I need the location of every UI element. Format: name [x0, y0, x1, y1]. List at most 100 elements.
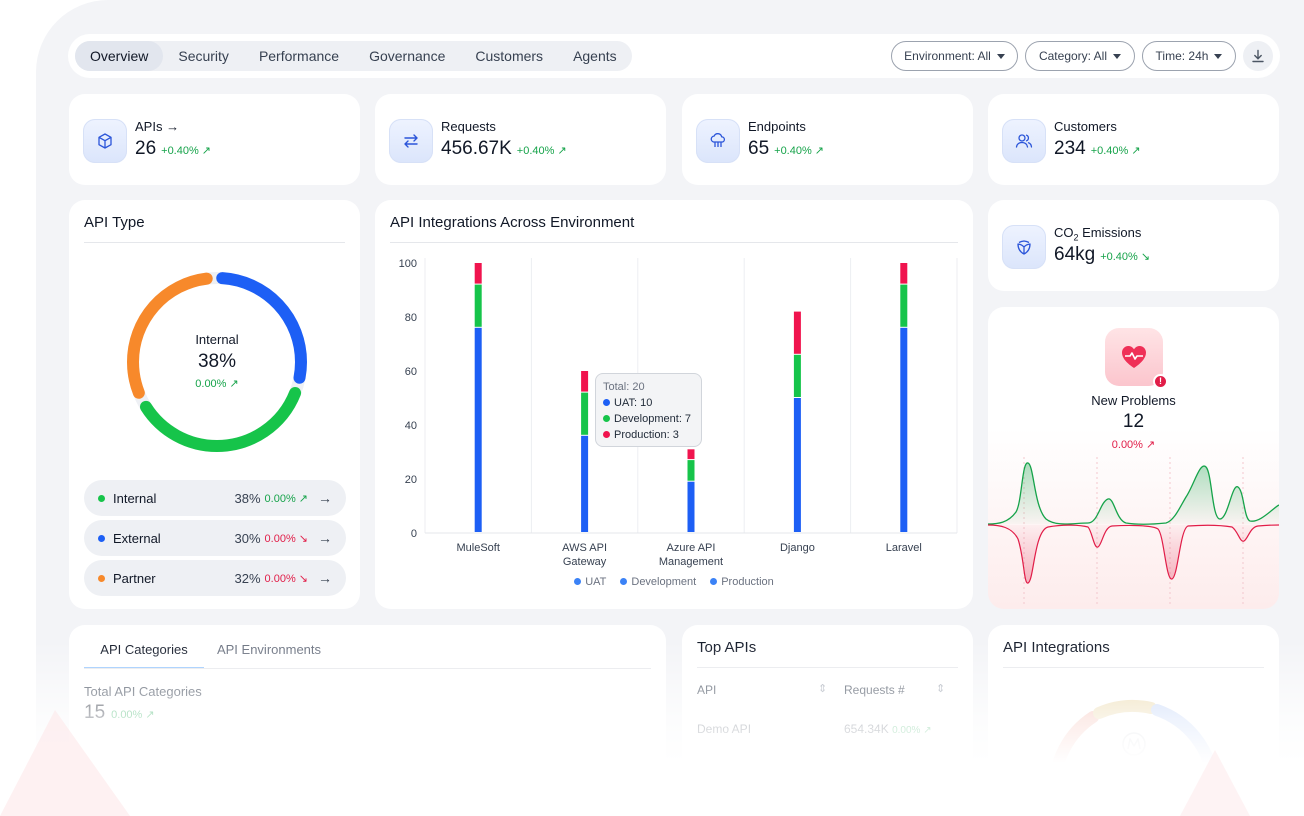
legend-name: Partner — [113, 570, 156, 586]
legend-row-partner[interactable]: Partner 32% 0.00% ↘ → — [84, 560, 346, 596]
tooltip-total: Total: 20 — [603, 381, 645, 393]
kpi-number: 456.67K — [441, 138, 512, 159]
top-apis-card: Top APIs API ⇕ Requests # ⇕ Demo API 654… — [682, 625, 973, 816]
tab-api-categories[interactable]: API Categories — [84, 637, 204, 669]
kpi-label: Endpoints — [748, 119, 806, 134]
table-cell-api[interactable]: Demo API — [697, 722, 752, 736]
legend-row-external[interactable]: External 30% 0.00% ↘ → — [84, 520, 346, 556]
integrations-card: API Integrations Across Environment 0 20 4… — [375, 200, 973, 609]
x-tick-label: Gateway — [563, 556, 607, 568]
bar-development-mulesoft[interactable] — [474, 284, 482, 327]
legend-percent: 38% — [234, 490, 261, 506]
kpi-value: 26 +0.40% ↗ — [135, 138, 211, 160]
kpi-label: CO2 Emissions — [1054, 225, 1141, 243]
kpi-number: 64kg — [1054, 244, 1096, 265]
tab-governance[interactable]: Governance — [369, 48, 446, 64]
bar-uat-laravel[interactable] — [900, 327, 908, 532]
tooltip-uat-text: UAT: 10 — [614, 397, 653, 409]
environment-filter[interactable]: Environment: All — [891, 41, 1018, 71]
api-categories-card: API Categories API Environments Total AP… — [69, 625, 666, 816]
chevron-down-icon — [1214, 53, 1223, 59]
tab-agents[interactable]: Agents — [573, 48, 617, 64]
bar-development-azure-api-management[interactable] — [687, 460, 695, 481]
kpi-card-requests[interactable]: Requests 456.67K +0.40% ↗ — [375, 94, 666, 185]
requests-number: 654.34K — [844, 722, 889, 736]
card-title: Top APIs — [697, 639, 757, 656]
legend-dot — [98, 574, 105, 582]
divider — [84, 242, 345, 243]
kpi-number: 26 — [135, 138, 157, 159]
chart-tooltip: Total: 20 UAT: 10 Development: 7 Product… — [595, 373, 702, 447]
alert-icon: ! — [1153, 374, 1168, 389]
donut-segment-internal[interactable] — [127, 272, 307, 452]
arrow-right-icon: → — [318, 570, 332, 586]
tab-overview[interactable]: Overview — [75, 41, 164, 71]
bar-uat-azure-api-management[interactable] — [687, 481, 695, 532]
bar-production-azure-api-management[interactable] — [687, 449, 695, 460]
legend-change: 0.00% ↘ — [264, 572, 308, 585]
legend-item-production[interactable]: Production — [710, 576, 774, 588]
time-filter[interactable]: Time: 24h — [1142, 41, 1236, 71]
kpi-value: 456.67K +0.40% ↗ — [441, 138, 567, 160]
legend-name: External — [113, 530, 161, 546]
problems-delta: 0.00% ↗ — [1111, 439, 1156, 451]
legend-item-development[interactable]: Development — [620, 576, 696, 588]
category-filter[interactable]: Category: All — [1025, 41, 1135, 71]
legend-uat-label: UAT — [585, 576, 607, 588]
bar-uat-django[interactable] — [793, 398, 801, 532]
bar-production-mulesoft[interactable] — [474, 263, 482, 284]
kpi-delta: +0.40% ↗ — [516, 145, 567, 157]
tab-customers[interactable]: Customers — [475, 48, 544, 64]
y-tick-label: 40 — [405, 420, 417, 432]
bar-development-laravel[interactable] — [900, 284, 908, 327]
tab-bar: Overview Security Performance Governance… — [75, 41, 632, 71]
bar-development-aws-api-gateway[interactable] — [581, 392, 589, 435]
donut-segment-external[interactable] — [127, 272, 307, 452]
cube-icon — [83, 119, 127, 163]
users-icon — [1002, 119, 1046, 163]
column-header-api[interactable]: API — [697, 683, 717, 697]
tooltip-prod-text: Production: 3 — [614, 429, 679, 441]
category-filter-label: Category: All — [1038, 49, 1108, 63]
kpi-value: 64kg +0.40% ↘ — [1054, 244, 1150, 266]
sort-icon[interactable]: ⇕ — [818, 683, 828, 695]
tab-security[interactable]: Security — [178, 48, 229, 64]
sort-icon[interactable]: ⇕ — [936, 683, 946, 695]
legend-percent: 32% — [234, 570, 261, 586]
bar-development-django[interactable] — [793, 354, 801, 397]
co2-label-suffix: Emissions — [1078, 225, 1142, 240]
cloud-network-icon — [696, 119, 740, 163]
x-tick-label: Laravel — [886, 542, 922, 554]
legend-row-internal[interactable]: Internal 38% 0.00% ↗ → — [84, 480, 346, 516]
column-header-requests[interactable]: Requests # — [844, 683, 905, 697]
bar-production-laravel[interactable] — [900, 263, 908, 284]
kpi-card-endpoints[interactable]: Endpoints 65 +0.40% ↗ — [682, 94, 973, 185]
legend-dot — [98, 534, 105, 542]
x-tick-label: AWS API — [562, 542, 607, 554]
bar-uat-aws-api-gateway[interactable] — [581, 435, 589, 532]
kpi-label: Requests — [441, 119, 496, 134]
download-button[interactable] — [1243, 41, 1273, 71]
kpi-card-co2[interactable]: CO2 Emissions 64kg +0.40% ↘ — [988, 200, 1279, 291]
tooltip-row-production: Production: 3 — [603, 427, 694, 443]
bar-uat-mulesoft[interactable] — [474, 327, 482, 532]
kpi-card-apis[interactable]: APIs → 26 +0.40% ↗ — [69, 94, 360, 185]
kpi-delta: +0.40% ↘ — [1100, 251, 1151, 263]
tab-api-environments[interactable]: API Environments — [216, 642, 322, 657]
problems-value: 12 — [1122, 411, 1145, 432]
kpi-value: 234 +0.40% ↗ — [1054, 138, 1141, 160]
kpi-delta: +0.40% ↗ — [161, 145, 212, 157]
new-problems-card[interactable]: ! New Problems 12 0.00% ↗ — [988, 307, 1279, 609]
card-title: API Integrations Across Environment — [390, 214, 635, 231]
kpi-card-customers[interactable]: Customers 234 +0.40% ↗ — [988, 94, 1279, 185]
bar-production-django[interactable] — [793, 311, 801, 354]
donut-segment-partner[interactable] — [127, 272, 307, 452]
legend-item-uat[interactable]: UAT — [574, 576, 606, 588]
bar-production-aws-api-gateway[interactable] — [581, 371, 589, 392]
total-categories-label: Total API Categories — [84, 684, 202, 699]
x-tick-label: Azure API — [667, 542, 716, 554]
co2-label-sub: 2 — [1073, 232, 1079, 243]
y-tick-label: 80 — [405, 312, 417, 324]
x-tick-label: Django — [780, 542, 815, 554]
tab-performance[interactable]: Performance — [258, 48, 340, 64]
